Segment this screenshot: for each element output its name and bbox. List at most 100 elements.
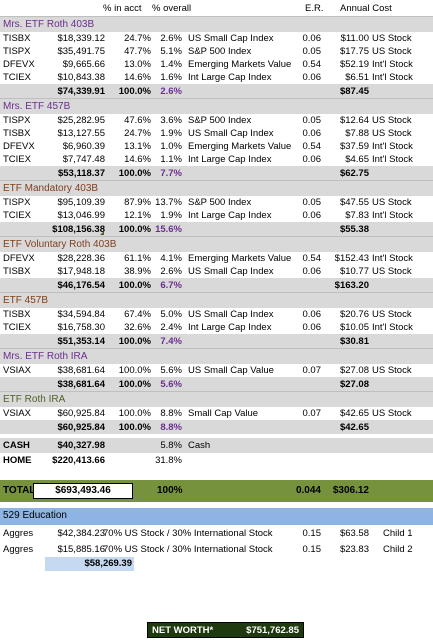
holding-pct-in-acct: 87.9% [124,197,151,208]
holding-row: TCIEX $7,747.48 14.6% 1.1% Int Large Cap Ind… [0,153,433,166]
holding-category: US Stock [372,408,412,419]
holding-fund-name: US Small Cap Index [188,266,274,277]
account-total-pct: 100.0% [118,280,151,291]
holding-ticker: DFEVX [3,141,35,152]
account-total-cost: $62.75 [339,168,369,179]
cash-value: $40,327.98 [57,440,105,451]
holding-value: $35,491.75 [57,46,105,57]
home-overall: 31.8% [155,455,182,466]
net-worth-box: NET WORTH* $751,762.85 [147,622,304,638]
holding-value: $7,747.48 [62,154,105,165]
holding-expense-ratio: 0.06 [302,33,322,44]
holding-expense-ratio: 0.05 [302,46,322,57]
account-total-pct: 100.0% [118,224,151,235]
account-total-cost: $30.81 [339,336,369,347]
holding-row: TISBX $34,594.84 67.4% 5.0% US Small Cap Ind… [0,308,433,321]
holding-row: TISBX $13,127.55 24.7% 1.9% US Small Cap Ind… [0,127,433,140]
holding-fund-name: Small Cap Value [188,408,259,419]
holding-pct-overall: 4.1% [160,253,182,264]
education-title-bar: 529 Education [0,508,433,525]
holding-annual-cost: $10.77 [339,266,369,277]
header-pct-in-acct: % in acct [103,3,142,14]
account-total-row: $51,353.14 100.0% 7.4% $30.81 [0,334,433,348]
account-total-cost: $163.20 [334,280,369,291]
holding-pct-in-acct: 13.1% [124,141,151,152]
holding-expense-ratio: 0.07 [302,408,322,419]
holding-ticker: VSIAX [3,408,31,419]
holding-fund-name: Int Large Cap Index [188,322,272,333]
account-total-pct: 100.0% [118,336,151,347]
holding-category: Int'l Stock [372,210,413,221]
holding-fund-name: Int Large Cap Index [188,210,272,221]
holding-fund-name: Int Large Cap Index [188,72,272,83]
holding-ticker: VSIAX [3,365,31,376]
portfolio-sheet: % in acct % overall E.R. Annual Cost Mrs… [0,3,433,573]
accounts-list: Mrs. ETF Roth 403B TISBX $18,339.12 24.7% 2.… [0,16,433,434]
holding-row: TCIEX $10,843.38 14.6% 1.6% Int Large Cap In… [0,71,433,84]
education-allocation: 70% US Stock / 30% International Stock [103,528,273,539]
holding-pct-overall: 1.6% [160,72,182,83]
holding-pct-overall: 5.0% [160,309,182,320]
holding-pct-overall: 1.0% [160,141,182,152]
account-total-value: $60,925.84 [57,422,105,433]
holding-annual-cost: $11.00 [340,33,369,44]
holding-value: $13,127.55 [57,128,105,139]
holding-pct-in-acct: 67.4% [124,309,151,320]
holding-expense-ratio: 0.06 [302,72,322,83]
total-er: 0.044 [295,485,321,496]
holding-value: $10,843.38 [57,72,105,83]
holding-value: $13,046.99 [57,210,105,221]
holding-category: Int'l Stock [372,59,413,70]
holding-pct-overall: 1.9% [160,210,182,221]
account-total-overall: 7.7% [160,168,182,179]
holding-annual-cost: $37.59 [339,141,369,152]
holding-pct-in-acct: 24.7% [124,33,151,44]
holding-value: $16,758.30 [57,322,105,333]
holding-category: Int'l Stock [372,72,413,83]
account-title: ETF Mandatory 403B [3,183,99,194]
holding-pct-in-acct: 14.6% [124,72,151,83]
holding-ticker: TISPX [3,46,31,57]
holding-pct-in-acct: 13.0% [124,59,151,70]
account-total-pct: 100.0% [118,379,151,390]
holding-category: US Stock [372,46,412,57]
account-total-overall: 8.8% [160,422,182,433]
education-total: $58,269.39 [84,558,132,569]
account-total-value: $51,353.14 [57,336,105,347]
holding-ticker: TISPX [3,115,31,126]
education-row: Aggres $15,885.16 70% US Stock / 30% Inter… [0,541,433,557]
holding-row: DFEVX $6,960.39 13.1% 1.0% Emerging Markets … [0,140,433,153]
holding-value: $25,282.95 [57,115,105,126]
holding-ticker: TISBX [3,33,31,44]
account-total-value: $108,156.38 [52,224,105,235]
holding-category: US Stock [372,365,412,376]
account-title-bar: Mrs. ETF Roth IRA [0,348,433,364]
account-title-bar: ETF Roth IRA [0,391,433,407]
education-total-row: $58,269.39 [0,557,433,573]
education-total-box: $58,269.39 [45,557,134,571]
account-total-overall: 7.4% [160,336,182,347]
holding-row: TISPX $35,491.75 47.7% 5.1% S&P 500 Index 0.0… [0,45,433,58]
holding-row: TISPX $25,282.95 47.6% 3.6% S&P 500 Index 0.0… [0,114,433,127]
account-total-pct: 100.0% [118,422,151,433]
holding-fund-name: S&P 500 Index [188,46,252,57]
holding-ticker: TCIEX [3,72,31,83]
account-title-bar: ETF 457B [0,292,433,308]
account-title-bar: Mrs. ETF 457B [0,98,433,114]
holding-fund-name: US Small Cap Index [188,33,274,44]
account-total-overall: 2.6% [160,86,182,97]
holding-expense-ratio: 0.54 [302,141,322,152]
holding-row: TISBX $18,339.12 24.7% 2.6% US Small Cap Ind… [0,32,433,45]
holding-category: US Stock [372,33,412,44]
account-total-cost: $27.08 [339,379,369,390]
account-title-bar: ETF Mandatory 403B [0,180,433,196]
holding-expense-ratio: 0.06 [302,128,322,139]
holding-fund-name: US Small Cap Index [188,309,274,320]
account-title: ETF Voluntary Roth 403B [3,239,117,250]
holding-pct-in-acct: 47.6% [124,115,151,126]
holding-value: $34,594.84 [57,309,105,320]
holding-annual-cost: $6.51 [345,72,369,83]
holding-pct-overall: 2.6% [160,33,182,44]
holding-value: $60,925.84 [57,408,105,419]
holding-annual-cost: $152.43 [334,253,369,264]
